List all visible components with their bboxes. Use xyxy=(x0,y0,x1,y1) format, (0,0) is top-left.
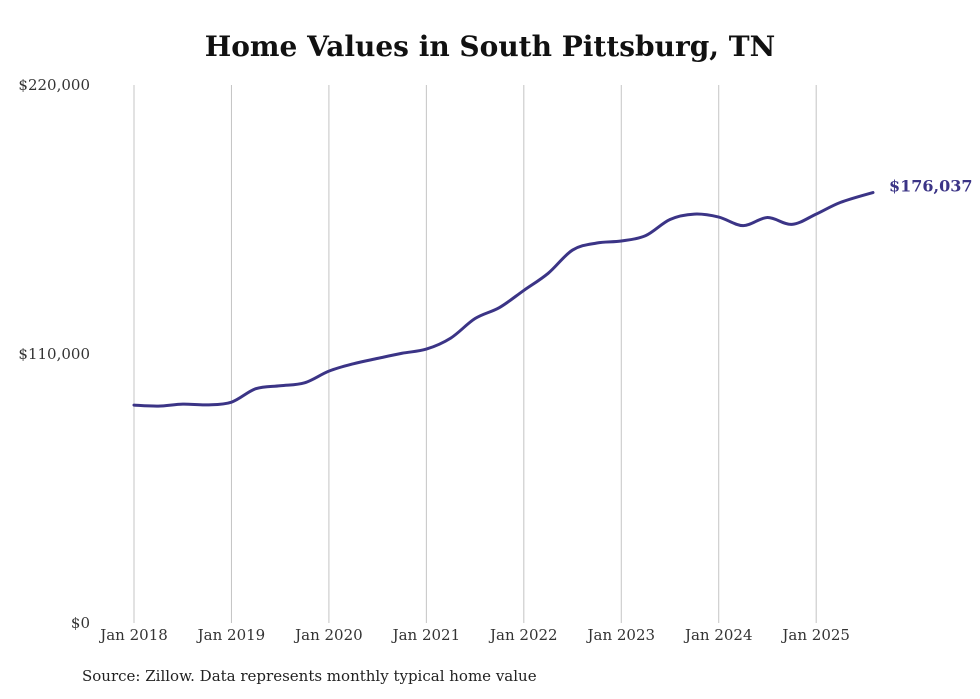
y-tick-label: $110,000 xyxy=(18,345,90,363)
y-tick-label: $220,000 xyxy=(18,76,90,94)
x-tick-label: Jan 2022 xyxy=(488,626,558,644)
gridlines xyxy=(133,85,817,623)
end-value-label: $176,037 xyxy=(889,177,973,196)
series-line xyxy=(132,191,875,408)
series-lines xyxy=(132,191,875,408)
x-axis-ticks: Jan 2018 Jan 2019 Jan 2020 Jan 2021 Jan 2022… xyxy=(98,626,850,644)
x-tick-label: Jan 2018 xyxy=(98,626,168,644)
x-tick-label: Jan 2024 xyxy=(683,626,753,644)
source-note: Source: Zillow. Data represents monthly … xyxy=(82,667,537,685)
x-tick-label: Jan 2020 xyxy=(293,626,363,644)
data-labels: $176,037 xyxy=(889,177,973,196)
chart-title: Home Values in South Pittsburg, TN xyxy=(204,30,776,63)
x-tick-label: Jan 2023 xyxy=(585,626,655,644)
x-tick-label: Jan 2021 xyxy=(391,626,461,644)
x-tick-label: Jan 2019 xyxy=(196,626,266,644)
y-axis-ticks: $0 $110,000 $220,000 xyxy=(18,76,90,632)
y-tick-label: $0 xyxy=(71,614,90,632)
x-tick-label: Jan 2025 xyxy=(780,626,850,644)
